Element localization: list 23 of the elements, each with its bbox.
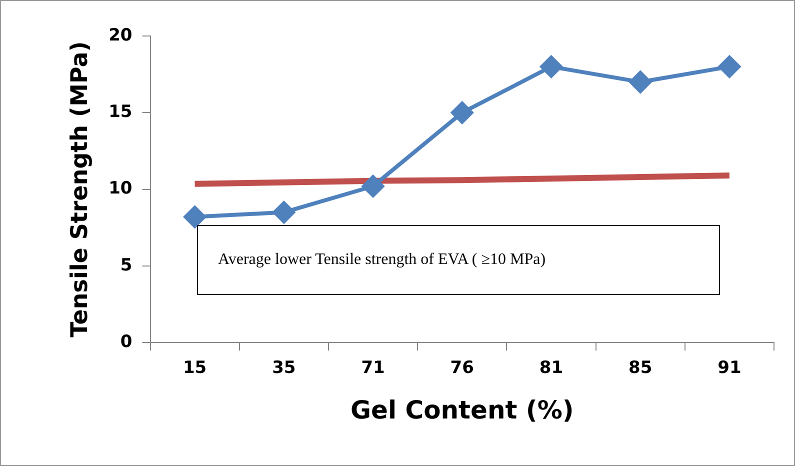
point — [629, 70, 652, 93]
x-tick-label: 91 — [718, 358, 742, 378]
x-tick-label: 15 — [182, 358, 207, 378]
point — [272, 201, 295, 224]
y-tick-label: 15 — [108, 102, 132, 122]
point — [718, 56, 740, 78]
annotation: Average lower Tensile strength of EVA ( ≥10 MPa) — [218, 251, 546, 269]
point — [451, 102, 474, 124]
y-tick-label: 0 — [120, 332, 132, 352]
y-tick-label: 10 — [108, 178, 132, 199]
x-tick-label: 85 — [628, 358, 652, 378]
y-axis-title: Tensile Strength (MPa) — [66, 41, 93, 338]
point — [362, 175, 384, 198]
y-tick-label: 5 — [120, 255, 132, 276]
x-tick-label: 76 — [450, 358, 474, 378]
text-box: Average lower Tensile strength of EVA ( ≥10 MPa) — [197, 225, 720, 295]
point — [184, 206, 206, 228]
x-tick-label: 35 — [272, 358, 296, 378]
x-tick-label: 81 — [539, 358, 564, 378]
x-axis-title: Gel Content (%) — [350, 396, 574, 424]
x-tick-label: 71 — [361, 358, 385, 378]
y-tick-label: 20 — [108, 25, 132, 46]
point — [540, 56, 562, 78]
